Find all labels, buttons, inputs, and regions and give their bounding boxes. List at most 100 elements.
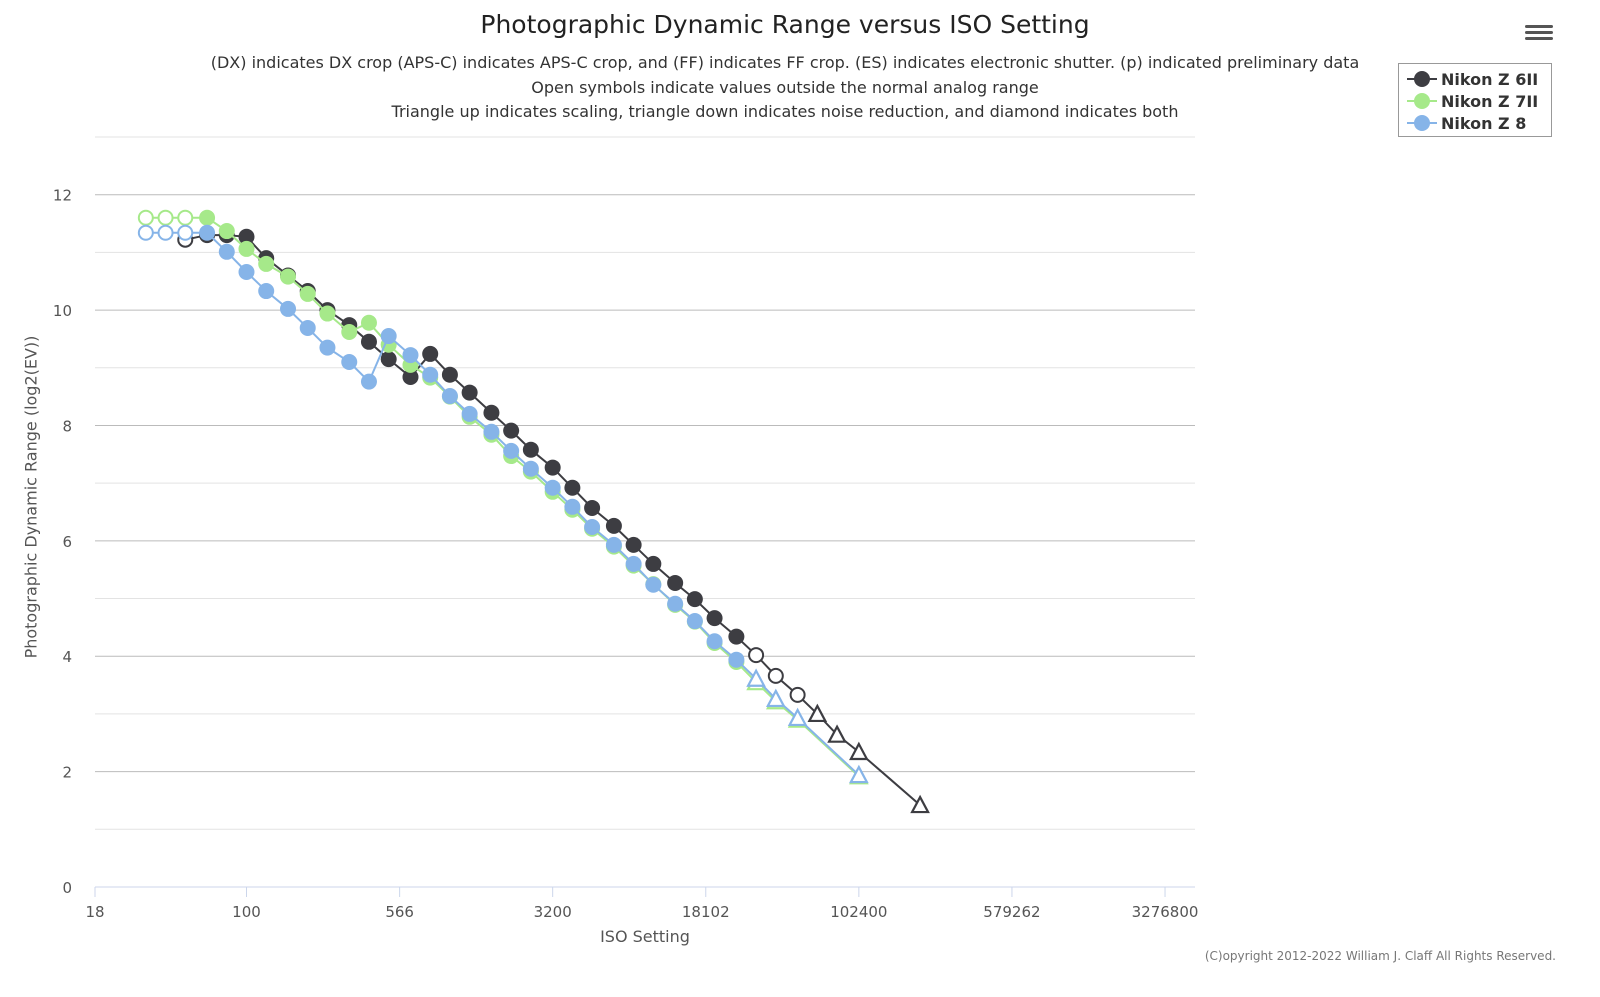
data-point [544,479,561,496]
data-point [441,388,458,405]
data-point [380,351,397,368]
data-point [461,384,478,401]
legend-label: Nikon Z 7II [1441,91,1539,111]
data-point [422,345,439,362]
x-axis-label: ISO Setting [600,927,690,946]
data-point [341,354,358,370]
data-point [319,305,336,322]
data-point [199,224,216,241]
series-nikon-z-7ii [137,209,869,785]
y-tick-label: 12 [53,187,72,205]
data-point [686,591,703,608]
data-point [218,243,235,260]
data-point [483,404,500,421]
data-point-triangle [765,688,786,708]
data-point [584,499,601,516]
data-point-triangle [827,724,847,743]
y-tick-label: 0 [62,879,72,897]
data-point-triangle [849,764,869,784]
data-point [422,366,439,383]
x-tick-label: 100 [232,903,261,921]
data-point-open [177,209,194,226]
data-point [728,628,745,645]
data-point-open [767,667,784,684]
y-tick-label: 10 [53,302,72,320]
y-tick-label: 8 [62,417,72,435]
data-point [360,314,377,331]
data-point [686,613,703,630]
data-point [319,339,336,356]
data-point [564,498,581,515]
y-tick-label: 2 [62,764,72,782]
data-point [280,300,297,317]
data-point [625,536,642,553]
x-tick-label: 579262 [983,903,1040,921]
data-point [299,319,316,336]
chart-title: Photographic Dynamic Range versus ISO Se… [480,10,1090,39]
data-point [299,285,316,302]
data-point [564,479,581,496]
data-point-open [157,224,174,241]
data-point [645,576,662,593]
data-point [605,517,622,534]
data-point [625,555,642,572]
legend-item-z8[interactable]: Nikon Z 8 [1407,112,1543,134]
chart-subtitle-1: (DX) indicates DX crop (APS-C) indicates… [210,53,1360,72]
data-point-open [137,224,154,241]
legend: Nikon Z 6II Nikon Z 7II Nikon Z 8 [1398,63,1552,137]
data-point [522,460,539,477]
data-point [258,255,275,272]
data-point [341,324,358,340]
data-point-triangle [787,707,808,727]
data-point-open [748,647,765,664]
chart-subtitle-2: Open symbols indicate values outside the… [531,78,1039,97]
legend-label: Nikon Z 6II [1441,69,1539,89]
data-point [238,240,255,257]
data-point [238,264,255,280]
data-point [258,283,275,300]
x-tick-label: 3276800 [1132,903,1199,921]
data-point [667,595,684,612]
series-line [145,216,860,777]
data-point [218,223,235,240]
data-point-triangle [910,794,930,814]
data-point [645,555,662,572]
legend-item-z7ii[interactable]: Nikon Z 7II [1407,90,1543,112]
data-point [706,610,723,627]
series-line [145,231,860,776]
data-point [380,328,397,345]
data-point [584,519,601,535]
data-point [360,373,377,390]
data-point [238,228,255,245]
data-point [503,422,520,439]
y-tick-label: 4 [62,648,72,666]
data-point [605,536,622,553]
data-point [503,442,520,459]
y-tick-label: 6 [62,533,72,551]
data-point [199,209,216,226]
data-point-open [177,224,194,241]
data-point [522,441,539,458]
x-tick-label: 3200 [534,903,572,921]
data-point-open [789,686,806,703]
copyright: (C)opyright 2012-2022 William J. Claff A… [1204,949,1556,963]
data-point [483,423,500,440]
data-point-triangle [849,741,869,761]
legend-marker-icon [1407,115,1437,131]
data-point [706,633,723,650]
data-point [667,574,684,591]
data-point [402,347,419,364]
x-tick-label: 18 [85,903,104,921]
data-point [728,651,745,668]
chart-subtitle-3: Triangle up indicates scaling, triangle … [391,102,1179,121]
data-point-open [137,209,154,226]
data-point-triangle [746,668,766,687]
legend-item-z6ii[interactable]: Nikon Z 6II [1407,68,1543,90]
x-tick-label: 102400 [830,903,887,921]
legend-marker-icon [1407,93,1437,109]
data-point [441,366,458,383]
data-point [402,369,419,385]
hamburger-menu-icon[interactable] [1525,22,1553,44]
data-point [280,268,297,285]
y-axis-label: Photographic Dynamic Range (log2(EV)) [21,335,41,659]
